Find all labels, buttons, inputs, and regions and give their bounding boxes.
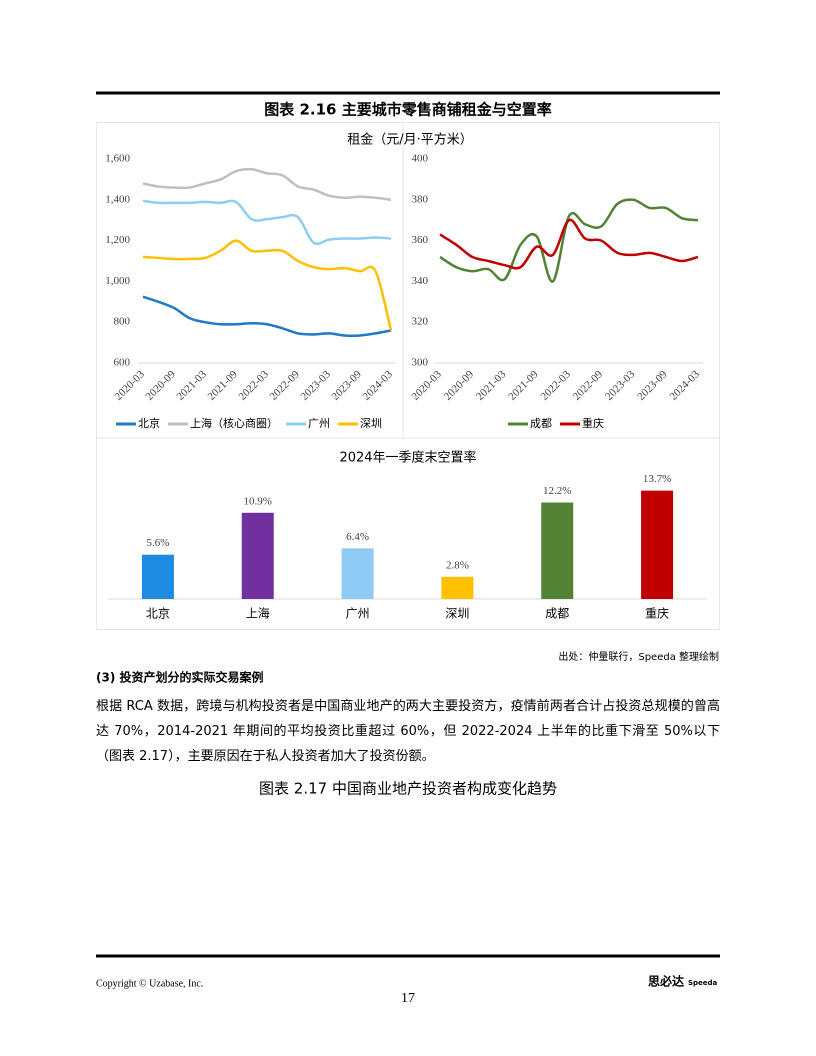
x-tick-label: 2021-09 (506, 368, 541, 403)
x-tick-label: 上海 (246, 606, 270, 621)
x-tick-label: 2020-03 (409, 368, 444, 403)
y-tick-label: 800 (114, 316, 131, 328)
series-line (142, 239, 393, 331)
y-tick-label: 400 (412, 153, 429, 165)
value-label: 13.7% (643, 473, 671, 485)
copyright: Copyright © Uzabase, Inc. (96, 978, 203, 989)
value-label: 5.6% (146, 537, 169, 549)
legend-label: 成都 (530, 417, 552, 430)
x-tick-label: 2022-09 (571, 368, 606, 403)
x-tick-label: 2024-03 (360, 368, 395, 403)
x-tick-label: 2020-09 (143, 368, 178, 403)
x-tick-label: 2021-03 (174, 368, 209, 403)
series-line (142, 167, 392, 202)
bar (541, 502, 574, 599)
y-tick-label: 1,600 (105, 153, 130, 165)
series-line (142, 199, 392, 246)
series-line (142, 295, 392, 337)
legend-label: 重庆 (582, 416, 604, 430)
x-tick-label: 2024-03 (667, 368, 702, 403)
x-tick-label: 2023-03 (603, 368, 638, 403)
bar (641, 490, 674, 599)
legend-label: 深圳 (360, 417, 382, 430)
y-tick-label: 320 (412, 316, 429, 328)
y-tick-label: 360 (412, 234, 429, 246)
y-tick-label: 300 (412, 357, 429, 369)
y-tick-label: 380 (412, 193, 429, 205)
x-tick-label: 2020-09 (442, 368, 477, 403)
value-label: 2.8% (446, 559, 469, 571)
x-tick-label: 2023-03 (298, 368, 333, 403)
brand: 思必达 (648, 974, 684, 989)
x-tick-label: 2023-09 (329, 368, 364, 403)
bar (341, 548, 374, 599)
legend-label: 广州 (308, 417, 330, 430)
x-tick-label: 北京 (146, 607, 170, 621)
y-tick-label: 1,200 (105, 234, 130, 246)
bar (441, 576, 474, 599)
source: 出处：仲量联行，Speeda 整理绘制 (558, 650, 719, 663)
chart-title: 2024年一季度末空置率 (339, 450, 476, 466)
x-tick-label: 2022-03 (236, 368, 271, 403)
x-tick-label: 2022-03 (538, 368, 573, 403)
y-tick-label: 340 (412, 275, 429, 287)
x-tick-label: 重庆 (645, 607, 669, 621)
x-tick-label: 成都 (545, 607, 569, 621)
bar (241, 512, 274, 599)
figure-title: 图表 2.16 主要城市零售商铺租金与空置率 (264, 101, 551, 119)
legend-label: 上海（核心商圈） (190, 416, 278, 430)
x-tick-label: 2021-03 (474, 368, 509, 403)
x-tick-label: 广州 (346, 607, 370, 621)
value-label: 12.2% (543, 485, 571, 497)
chart-frame (96, 122, 720, 630)
x-tick-label: 2022-09 (267, 368, 302, 403)
rent-title: 租金（元/月·平方米） (347, 132, 473, 148)
x-tick-label: 2023-09 (635, 368, 670, 403)
x-tick-label: 2020-03 (112, 368, 147, 403)
value-label: 10.9% (244, 495, 272, 507)
brand-sub: Speeda (688, 979, 718, 987)
y-tick-label: 600 (114, 357, 131, 369)
x-tick-label: 深圳 (445, 607, 469, 621)
page-number: 17 (401, 991, 415, 1006)
y-tick-label: 1,400 (105, 193, 130, 205)
legend-label: 北京 (138, 416, 160, 430)
x-tick-label: 2021-09 (205, 368, 240, 403)
heading: (3) 投资产划分的实际交易案例 (96, 670, 264, 685)
bar (141, 554, 174, 599)
y-tick-label: 1,000 (105, 275, 130, 287)
series-line (439, 198, 699, 283)
paragraph: 根据 RCA 数据，跨境与机构投资者是中国商业地产的两大主要投资方，疫情前两者合… (96, 699, 720, 764)
figure2-title: 图表 2.17 中国商业地产投资者构成变化趋势 (259, 780, 557, 798)
value-label: 6.4% (346, 531, 369, 543)
series-line (439, 218, 699, 270)
